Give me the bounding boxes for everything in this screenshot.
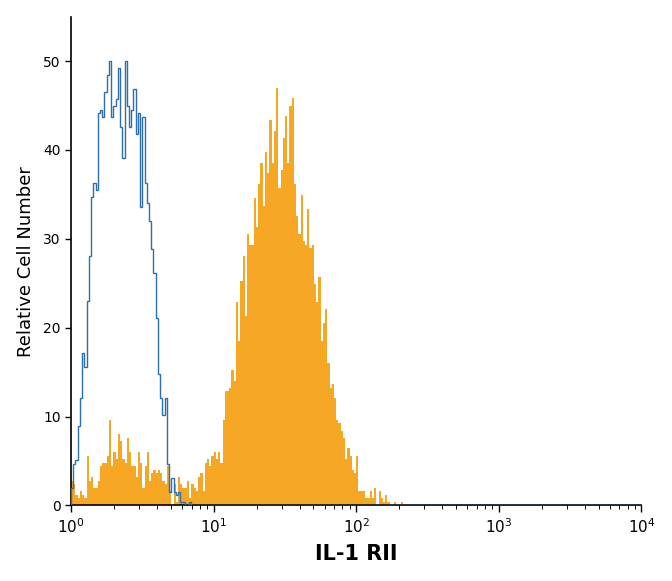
X-axis label: IL-1 RII: IL-1 RII [315, 544, 398, 564]
Y-axis label: Relative Cell Number: Relative Cell Number [17, 166, 35, 357]
